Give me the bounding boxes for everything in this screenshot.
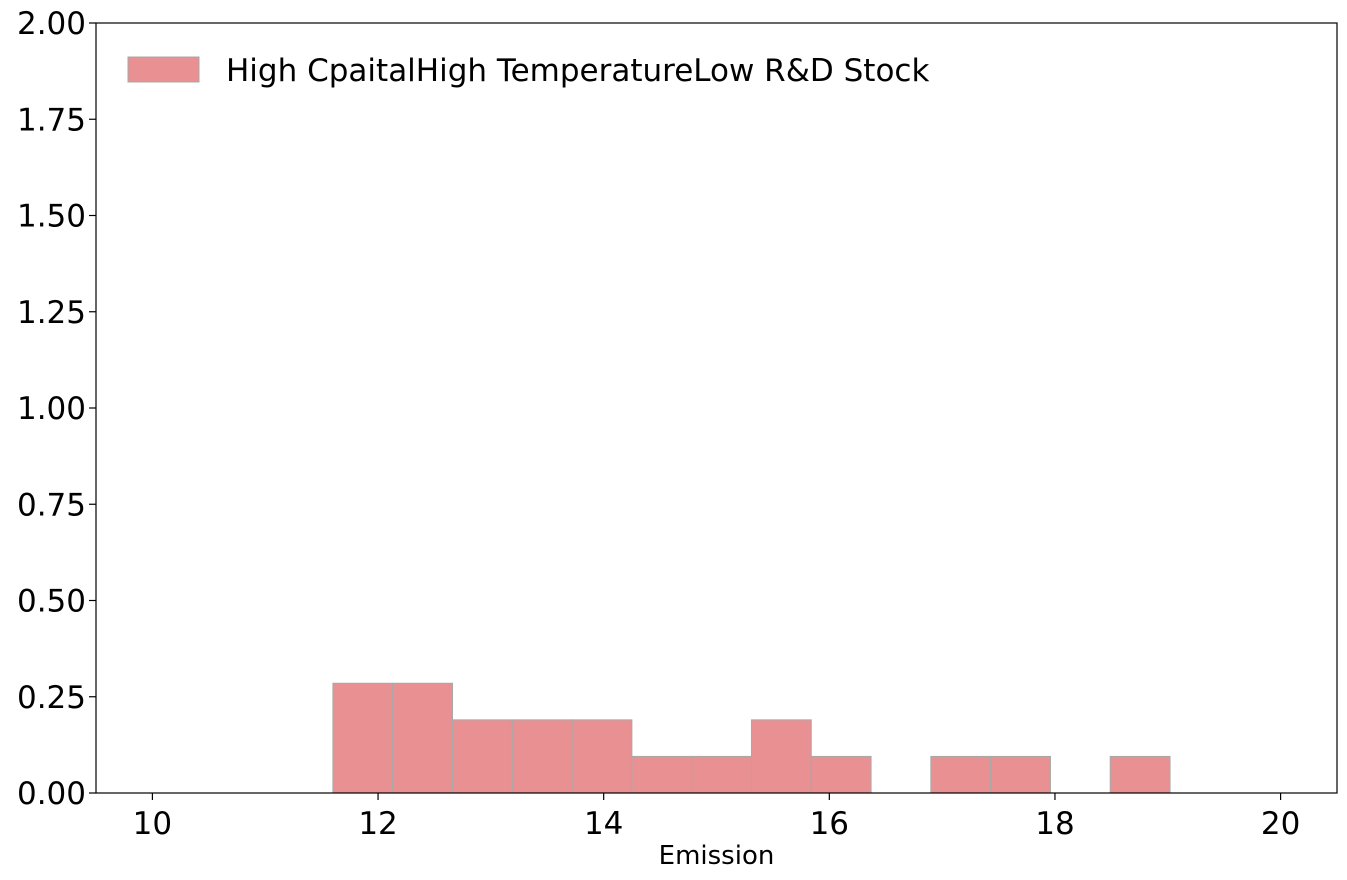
histogram-bar (1109, 755, 1171, 794)
legend-label: High CpaitalHigh TemperatureLow R&D Stoc… (226, 53, 929, 89)
histogram-bar (990, 755, 1051, 794)
y-tick-label: 0.75 (17, 487, 86, 523)
y-tick-label: 2.00 (17, 6, 86, 42)
plot-frame (95, 22, 1338, 794)
histogram-bar (750, 719, 812, 794)
y-tick-label: 0.25 (17, 680, 86, 716)
histogram-bar (332, 682, 394, 794)
histogram-bar (631, 755, 693, 794)
x-tick-label: 12 (358, 806, 397, 842)
y-axis-ticks: 0.00 0.25 0.50 0.75 1.00 1.25 1.50 1.75 2.00 (17, 6, 96, 812)
histogram-bars (332, 682, 1171, 794)
x-tick-label: 18 (1035, 806, 1074, 842)
histogram-bar (511, 719, 573, 794)
y-tick-label: 1.75 (17, 102, 86, 138)
y-tick-label: 0.50 (17, 584, 86, 620)
y-tick-label: 1.50 (17, 199, 86, 235)
y-tick-label: 1.25 (17, 295, 86, 331)
x-tick-label: 14 (584, 806, 623, 842)
x-axis-ticks: 10 12 14 16 18 20 (133, 793, 1300, 842)
y-tick-label: 1.00 (17, 391, 86, 427)
histogram-bar (930, 755, 992, 794)
histogram-bar (691, 755, 752, 794)
histogram-bar (571, 719, 633, 794)
legend: High CpaitalHigh TemperatureLow R&D Stoc… (127, 53, 929, 89)
legend-swatch (127, 56, 200, 83)
x-tick-label: 20 (1261, 806, 1300, 842)
histogram-bar (810, 755, 872, 794)
histogram-bar (452, 719, 513, 794)
y-tick-label: 0.00 (17, 776, 86, 812)
x-tick-label: 10 (133, 806, 172, 842)
x-tick-label: 16 (810, 806, 849, 842)
x-axis-label: Emission (659, 841, 775, 871)
histogram-bar (392, 682, 454, 794)
